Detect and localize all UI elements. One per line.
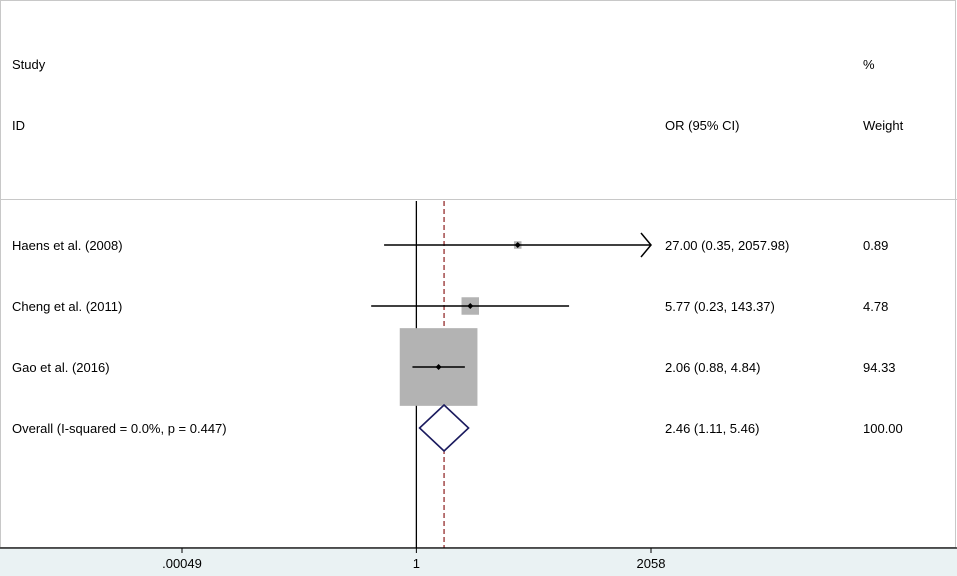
header-study: Study xyxy=(12,57,46,72)
header-estimate: OR (95% CI) xyxy=(665,118,739,133)
x-tick-label: 2058 xyxy=(637,556,666,571)
ci-arrow-right xyxy=(640,232,652,258)
header-weight: Weight xyxy=(863,118,904,133)
plot-frame xyxy=(0,0,956,548)
study-weight: 0.89 xyxy=(863,238,888,253)
overall-label: Overall (I-squared = 0.0%, p = 0.447) xyxy=(12,421,227,436)
study-point-estimate xyxy=(435,364,442,370)
study-ci: 5.77 (0.23, 143.37) xyxy=(665,299,775,314)
study-name: Cheng et al. (2011) xyxy=(12,299,122,314)
x-tick-label: 1 xyxy=(413,556,420,571)
header-weight-percent: % xyxy=(863,57,875,72)
study-name: Haens et al. (2008) xyxy=(12,238,123,253)
study-ci: 2.06 (0.88, 4.84) xyxy=(665,360,760,375)
study-point-estimate xyxy=(467,303,474,309)
study-weight: 94.33 xyxy=(863,360,896,375)
study-ci: 27.00 (0.35, 2057.98) xyxy=(665,238,789,253)
study-point-estimate xyxy=(514,242,521,248)
study-name: Gao et al. (2016) xyxy=(12,360,110,375)
study-weight: 4.78 xyxy=(863,299,888,314)
overall-weight: 100.00 xyxy=(863,421,903,436)
x-tick-label: .00049 xyxy=(162,556,202,571)
axis-band xyxy=(0,548,957,576)
overall-diamond xyxy=(418,403,470,453)
overall-ci: 2.46 (1.11, 5.46) xyxy=(665,421,759,436)
header-id: ID xyxy=(12,118,25,133)
